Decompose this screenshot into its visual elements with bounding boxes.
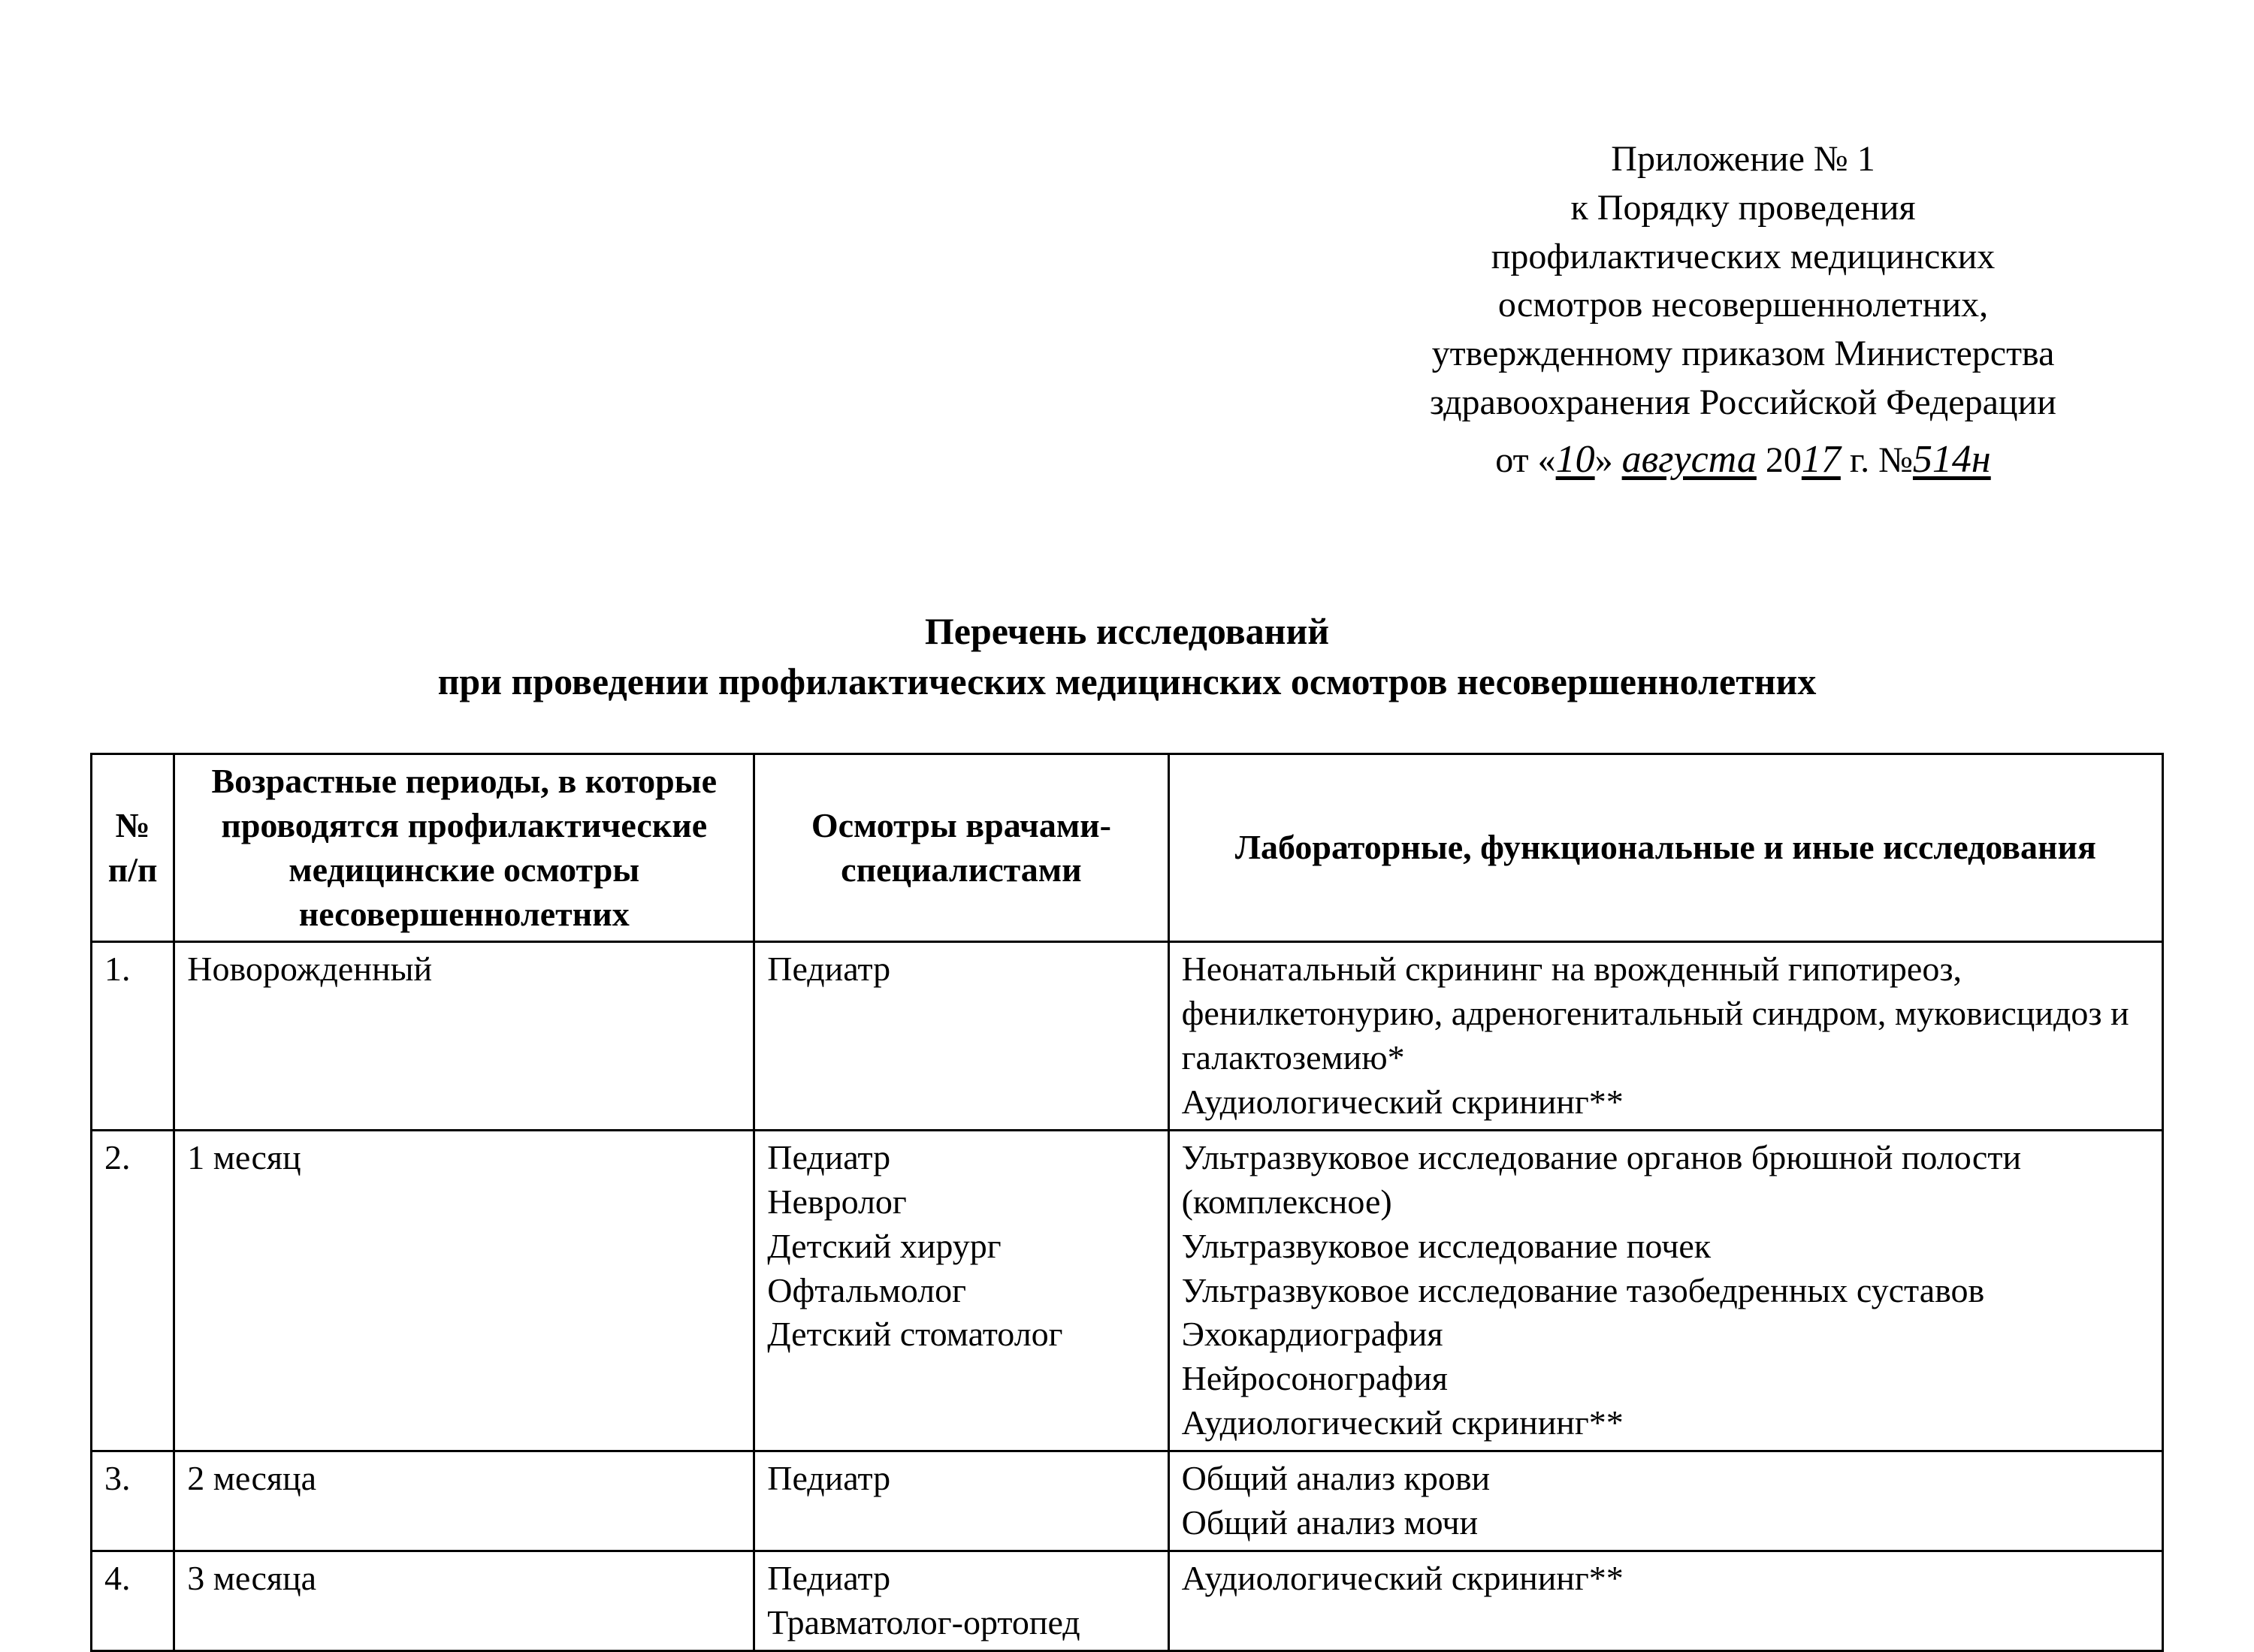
cell-doctors: Педиатр (754, 942, 1168, 1131)
header-line-2: к Порядку проведения (1367, 184, 2119, 233)
cell-num: 4. (92, 1551, 174, 1650)
appendix-header: Приложение № 1 к Порядку проведения проф… (1367, 135, 2119, 486)
date-mid: » (1595, 440, 1613, 480)
header-line-6: здравоохранения Российской Федерации (1367, 379, 2119, 427)
cell-doctors: Педиатр (754, 1451, 1168, 1551)
cell-num: 3. (92, 1451, 174, 1551)
table-row: 2. 1 месяц ПедиатрНеврологДетский хирург… (92, 1130, 2163, 1451)
col-header-age: Возрастные периоды, в которые проводятся… (174, 754, 754, 942)
table-body: 1. Новорожденный Педиатр Неонатальный ск… (92, 942, 2163, 1650)
cell-doctors: ПедиатрТравматолог-ортопед (754, 1551, 1168, 1650)
cell-tests: Аудиологический скрининг** (1168, 1551, 2162, 1650)
cell-age: Новорожденный (174, 942, 754, 1131)
cell-age: 2 месяца (174, 1451, 754, 1551)
col-header-doctors: Осмотры врачами-специалистами (754, 754, 1168, 942)
cell-tests: Ультразвуковое исследование органов брюш… (1168, 1130, 2162, 1451)
cell-doctors: ПедиатрНеврологДетский хирургОфтальмолог… (754, 1130, 1168, 1451)
title-line-1: Перечень исследований (90, 606, 2164, 657)
table-header-row: № п/п Возрастные периоды, в которые пров… (92, 754, 2163, 942)
table-row: 3. 2 месяца Педиатр Общий анализ кровиОб… (92, 1451, 2163, 1551)
cell-tests: Неонатальный скрининг на врожденный гипо… (1168, 942, 2162, 1131)
date-prefix: от « (1495, 440, 1555, 480)
date-month-handwritten: августа (1622, 438, 1757, 481)
table-row: 4. 3 месяца ПедиатрТравматолог-ортопед А… (92, 1551, 2163, 1650)
cell-age: 1 месяц (174, 1130, 754, 1451)
date-tail: г. № (1841, 440, 1913, 480)
order-number-handwritten: 514н (1913, 438, 1991, 481)
col-header-tests: Лабораторные, функциональные и иные иссл… (1168, 754, 2162, 942)
col-header-num: № п/п (92, 754, 174, 942)
header-date-line: от «10» августа 2017 г. №514н (1367, 433, 2119, 486)
date-year-suffix-handwritten: 17 (1802, 438, 1841, 481)
cell-age: 3 месяца (174, 1551, 754, 1650)
cell-num: 1. (92, 942, 174, 1131)
header-line-3: профилактических медицинских (1367, 233, 2119, 282)
table-row: 1. Новорожденный Педиатр Неонатальный ск… (92, 942, 2163, 1131)
examinations-table: № п/п Возрастные периоды, в которые пров… (90, 753, 2164, 1652)
title-line-2: при проведении профилактических медицинс… (90, 657, 2164, 708)
cell-num: 2. (92, 1130, 174, 1451)
header-line-5: утвержденному приказом Министерства (1367, 330, 2119, 379)
date-day-handwritten: 10 (1556, 438, 1595, 481)
header-line-4: осмотров несовершеннолетних, (1367, 281, 2119, 330)
date-year-prefix: 20 (1757, 440, 1802, 480)
document-title: Перечень исследований при проведении про… (90, 606, 2164, 708)
cell-tests: Общий анализ кровиОбщий анализ мочи (1168, 1451, 2162, 1551)
header-line-1: Приложение № 1 (1367, 135, 2119, 184)
